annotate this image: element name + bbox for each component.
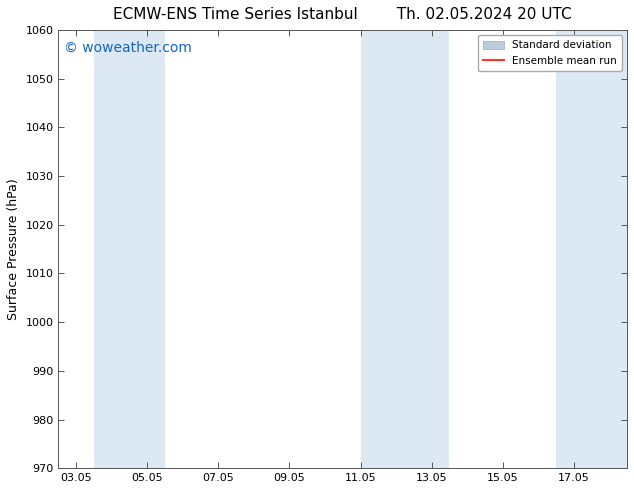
Legend: Standard deviation, Ensemble mean run: Standard deviation, Ensemble mean run <box>477 35 622 71</box>
Title: ECMW-ENS Time Series Istanbul        Th. 02.05.2024 20 UTC: ECMW-ENS Time Series Istanbul Th. 02.05.… <box>113 7 572 22</box>
Y-axis label: Surface Pressure (hPa): Surface Pressure (hPa) <box>7 178 20 320</box>
Bar <box>556 30 627 468</box>
Bar <box>94 30 165 468</box>
Text: © woweather.com: © woweather.com <box>64 41 192 55</box>
Bar <box>361 30 450 468</box>
